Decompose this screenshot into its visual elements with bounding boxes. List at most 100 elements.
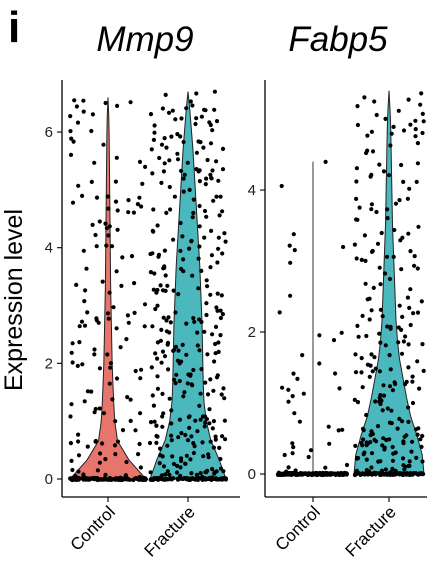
data-point — [367, 374, 372, 379]
data-point — [154, 440, 159, 445]
data-point — [200, 474, 205, 479]
data-point — [113, 452, 118, 457]
data-point — [310, 472, 315, 477]
data-point — [208, 122, 213, 128]
data-point — [213, 324, 219, 329]
data-point — [210, 168, 215, 173]
data-point — [191, 367, 196, 373]
data-point — [109, 244, 115, 249]
data-point — [379, 468, 385, 473]
data-point — [69, 136, 74, 141]
data-point — [76, 469, 81, 474]
data-point — [194, 91, 199, 96]
data-point — [385, 406, 390, 411]
data-point — [380, 408, 385, 413]
data-point — [150, 393, 155, 398]
data-point — [420, 130, 425, 136]
data-point — [383, 467, 388, 472]
data-point — [200, 414, 206, 419]
data-point — [211, 419, 216, 424]
data-point — [377, 162, 382, 167]
data-point — [355, 400, 361, 405]
data-point — [126, 320, 131, 325]
data-point — [167, 330, 172, 335]
data-point — [414, 455, 419, 460]
data-point — [188, 476, 193, 481]
data-point — [389, 408, 394, 413]
data-point — [182, 476, 188, 481]
data-point — [179, 456, 184, 461]
data-point — [111, 305, 116, 310]
data-point — [164, 145, 169, 150]
data-point — [420, 342, 425, 347]
data-point — [380, 443, 385, 448]
data-point — [108, 361, 113, 366]
data-point — [179, 168, 184, 173]
data-point — [203, 420, 208, 425]
data-point — [70, 200, 76, 205]
data-point — [98, 451, 103, 456]
data-point — [81, 109, 86, 114]
data-point — [369, 308, 374, 313]
data-point — [419, 444, 424, 449]
data-point — [215, 291, 220, 296]
data-point — [205, 476, 210, 482]
data-point — [115, 208, 120, 213]
data-point — [114, 269, 119, 274]
data-point — [178, 473, 183, 478]
y-tick-label: 0 — [45, 471, 53, 488]
data-point — [222, 396, 227, 401]
data-point — [388, 326, 393, 331]
data-point — [387, 420, 392, 425]
data-point — [209, 176, 214, 181]
data-point — [355, 217, 360, 222]
data-point — [162, 354, 168, 359]
data-point — [405, 295, 410, 300]
data-point — [354, 256, 359, 261]
data-point — [193, 418, 198, 423]
data-point — [176, 435, 181, 440]
data-point — [341, 244, 346, 250]
data-point — [210, 466, 215, 472]
data-point — [68, 414, 73, 419]
data-point — [357, 205, 362, 210]
data-point — [391, 124, 396, 129]
data-point — [370, 248, 375, 254]
axes-layer: 0 2 4 6 Control Fracture — [45, 80, 240, 561]
data-point — [354, 468, 359, 473]
data-point — [377, 369, 382, 374]
data-point — [202, 107, 207, 112]
data-point — [393, 468, 398, 473]
data-point — [185, 438, 191, 443]
data-point — [134, 476, 139, 481]
data-point — [408, 249, 413, 254]
data-point — [220, 312, 225, 317]
data-point — [184, 321, 189, 326]
data-point — [194, 472, 199, 477]
data-point — [283, 472, 288, 477]
violins-layer — [68, 91, 227, 480]
data-point — [135, 202, 140, 207]
x-tick-label: Fracture — [342, 502, 400, 560]
data-point — [413, 127, 418, 132]
chart-panel-mmp9: Mmp9 Expression level 0 2 4 6 Control Fractur… — [0, 20, 240, 561]
data-point — [132, 310, 137, 315]
data-point — [406, 97, 411, 102]
data-point — [403, 334, 408, 339]
data-point — [207, 407, 212, 412]
data-point — [194, 116, 199, 121]
data-point — [352, 397, 357, 402]
data-point — [159, 474, 164, 479]
data-point — [217, 445, 222, 450]
data-point — [101, 411, 107, 416]
data-point — [406, 419, 411, 424]
data-point — [419, 91, 424, 96]
data-point — [204, 214, 209, 219]
data-point — [384, 437, 389, 443]
data-point — [137, 159, 143, 164]
data-point — [339, 472, 344, 477]
data-point — [76, 432, 81, 437]
data-point — [114, 376, 120, 381]
data-point — [372, 99, 377, 104]
data-point — [396, 325, 401, 330]
